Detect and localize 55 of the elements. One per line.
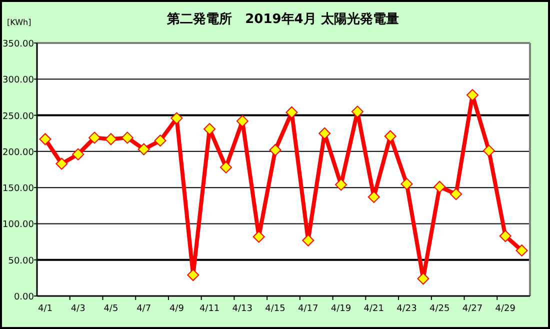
y-tick-label: 150.00	[2, 184, 34, 194]
x-tick-label: 4/27	[462, 304, 483, 314]
point	[187, 269, 200, 282]
x-tick-label: 4/3	[70, 304, 86, 314]
y-tick-label: 300.00	[2, 76, 34, 86]
y-tick-label: 200.00	[2, 148, 34, 158]
point	[318, 127, 331, 140]
point	[368, 190, 380, 203]
point	[154, 134, 166, 147]
y-tick-label: 250.00	[2, 112, 34, 122]
y-axis-title: [KWh]	[7, 18, 32, 27]
point	[236, 115, 248, 128]
point	[88, 132, 101, 144]
point	[220, 161, 232, 174]
point	[450, 188, 462, 200]
point	[302, 234, 314, 246]
point	[516, 244, 528, 256]
x-tick-label: 4/19	[330, 304, 352, 314]
point	[417, 272, 430, 285]
point	[384, 130, 396, 142]
x-tick-label: 4/1	[38, 304, 52, 314]
x-tick-label: 4/9	[169, 304, 184, 314]
point	[335, 178, 348, 191]
point	[482, 144, 495, 157]
y-tick-label: 50.00	[8, 256, 34, 266]
x-tick-label: 4/5	[104, 304, 118, 314]
x-tick-label: 4/23	[396, 304, 417, 314]
point	[138, 143, 150, 156]
x-tick-label: 4/17	[298, 304, 318, 314]
x-tick-label: 4/13	[232, 304, 253, 314]
point	[121, 132, 134, 144]
point	[252, 230, 265, 243]
x-tick-label: 4/21	[364, 304, 384, 314]
x-tick-label: 4/15	[265, 304, 286, 314]
point	[170, 112, 183, 124]
point	[286, 106, 298, 118]
point	[400, 178, 413, 190]
point	[104, 133, 117, 146]
point	[269, 144, 282, 156]
y-tick-label: 100.00	[2, 220, 34, 230]
point	[204, 123, 216, 136]
point	[39, 133, 52, 146]
x-tick-label: 4/29	[495, 304, 516, 314]
x-tick-label: 4/7	[136, 304, 152, 314]
x-tick-label: 4/11	[199, 304, 220, 314]
point	[466, 89, 478, 102]
x-tick-label: 4/25	[430, 304, 450, 314]
point	[499, 230, 512, 242]
point	[434, 180, 446, 193]
point	[72, 148, 84, 160]
point	[351, 106, 364, 118]
y-tick-label: 0.00	[14, 292, 34, 302]
chart-title: 第二発電所 2019年4月 太陽光発電量	[166, 11, 399, 27]
point	[56, 158, 68, 170]
y-tick-label: 350.00	[2, 40, 34, 50]
